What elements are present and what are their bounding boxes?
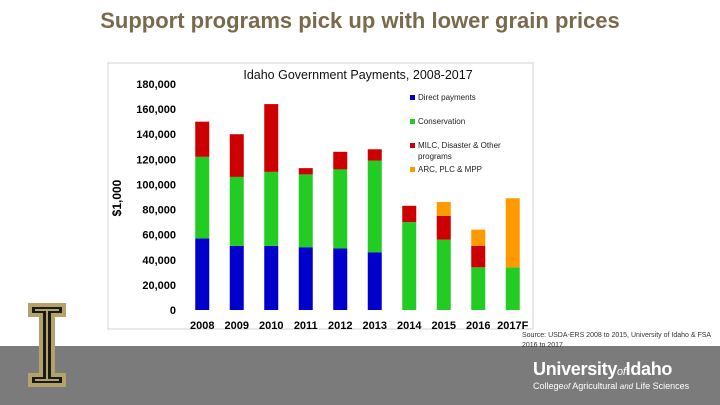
x-tick-label: 2014 [397,320,422,332]
bar-segment [229,134,244,177]
bar-segment [436,215,451,240]
university-i-logo [28,303,66,387]
chart-title: Idaho Government Payments, 2008-2017 [243,68,472,82]
bar-segment [264,104,279,172]
x-tick-label: 2010 [259,320,283,332]
x-tick-label: 2009 [225,320,249,332]
bar-segment [195,238,210,310]
bar-segment [367,149,382,161]
y-tick-label: 60,000 [142,230,176,242]
bar-segment [471,229,486,246]
bar-segment [298,247,313,310]
y-tick-label: 100,000 [136,179,176,191]
bar-segment [402,222,417,310]
wordmark-idaho: Idaho [625,359,673,379]
y-tick-label: 0 [170,305,176,317]
x-tick-label: 2008 [190,320,214,332]
bar-segment [333,151,348,170]
bar-segment [367,252,382,310]
legend-label: MILC, Disaster & Other programs [418,141,501,161]
bar-segment [264,245,279,310]
y-tick-label: 80,000 [142,205,176,217]
x-tick-label: 2015 [432,320,456,332]
bar-segment [471,267,486,310]
bar-segment [229,245,244,310]
bar-segment [505,267,520,310]
college-of: of [563,382,571,391]
y-tick-labels: 0 20,000 40,000 60,000 80,000 100,000 120,000 1… [136,79,176,317]
y-tick-label: 160,000 [136,104,176,116]
bar-segment [402,205,417,223]
x-tick-labels: 2008 2009 2010 2011 2012 2013 2014 2015 2016 2017… [190,320,529,332]
legend-label: ARC, PLC & MPP [418,165,482,174]
legend-label: Direct payments [418,93,476,102]
y-tick-label: 180,000 [136,79,176,91]
college-wordmark: Collegeof Agricultural and Life Sciences [533,381,689,391]
x-tick-label: 2017F [497,320,528,332]
chart-frame [107,62,534,330]
y-tick-label: 140,000 [136,129,176,141]
x-tick-label: 2011 [294,320,318,332]
bar-segment [195,121,210,157]
x-tick-label: 2012 [328,320,352,332]
y-tick-label: 40,000 [142,255,176,267]
bars [195,104,520,310]
college-and: and [619,382,634,391]
x-tick-label: 2016 [466,320,490,332]
bar-segment [333,248,348,310]
legend-swatch [410,167,415,172]
legend-swatch [410,119,415,124]
wordmark-university: University [533,359,618,379]
bar-segment [298,174,313,248]
bar-segment [333,169,348,249]
legend-label: Conservation [418,117,465,126]
bar-segment [367,160,382,253]
y-axis-label: $1,000 [110,179,124,216]
wordmark-of: of [617,366,626,378]
bar-segment [195,156,210,239]
bar-segment [229,176,244,246]
bar-segment [505,198,520,268]
y-tick-label: 20,000 [142,280,176,292]
college-mid: Agricultural [572,381,618,391]
source-note: Source: USDA-ERS 2008 to 2015, Universit… [522,332,711,349]
college-pre: College [533,381,564,391]
bar-segment [471,245,486,268]
x-tick-label: 2013 [363,320,387,332]
legend: Direct payments Conservation MILC, Disaste… [410,93,501,174]
bar-segment [264,171,279,246]
bar-segment [298,168,313,175]
footer-band [0,346,720,405]
legend-swatch [410,143,415,148]
bar-segment [436,239,451,310]
y-tick-label: 120,000 [136,154,176,166]
bar-segment [436,202,451,216]
legend-swatch [410,95,415,100]
college-post: Life Sciences [635,381,690,391]
slide-title: Support programs pick up with lower grai… [100,8,620,33]
university-wordmark: UniversityofIdaho [533,359,672,380]
